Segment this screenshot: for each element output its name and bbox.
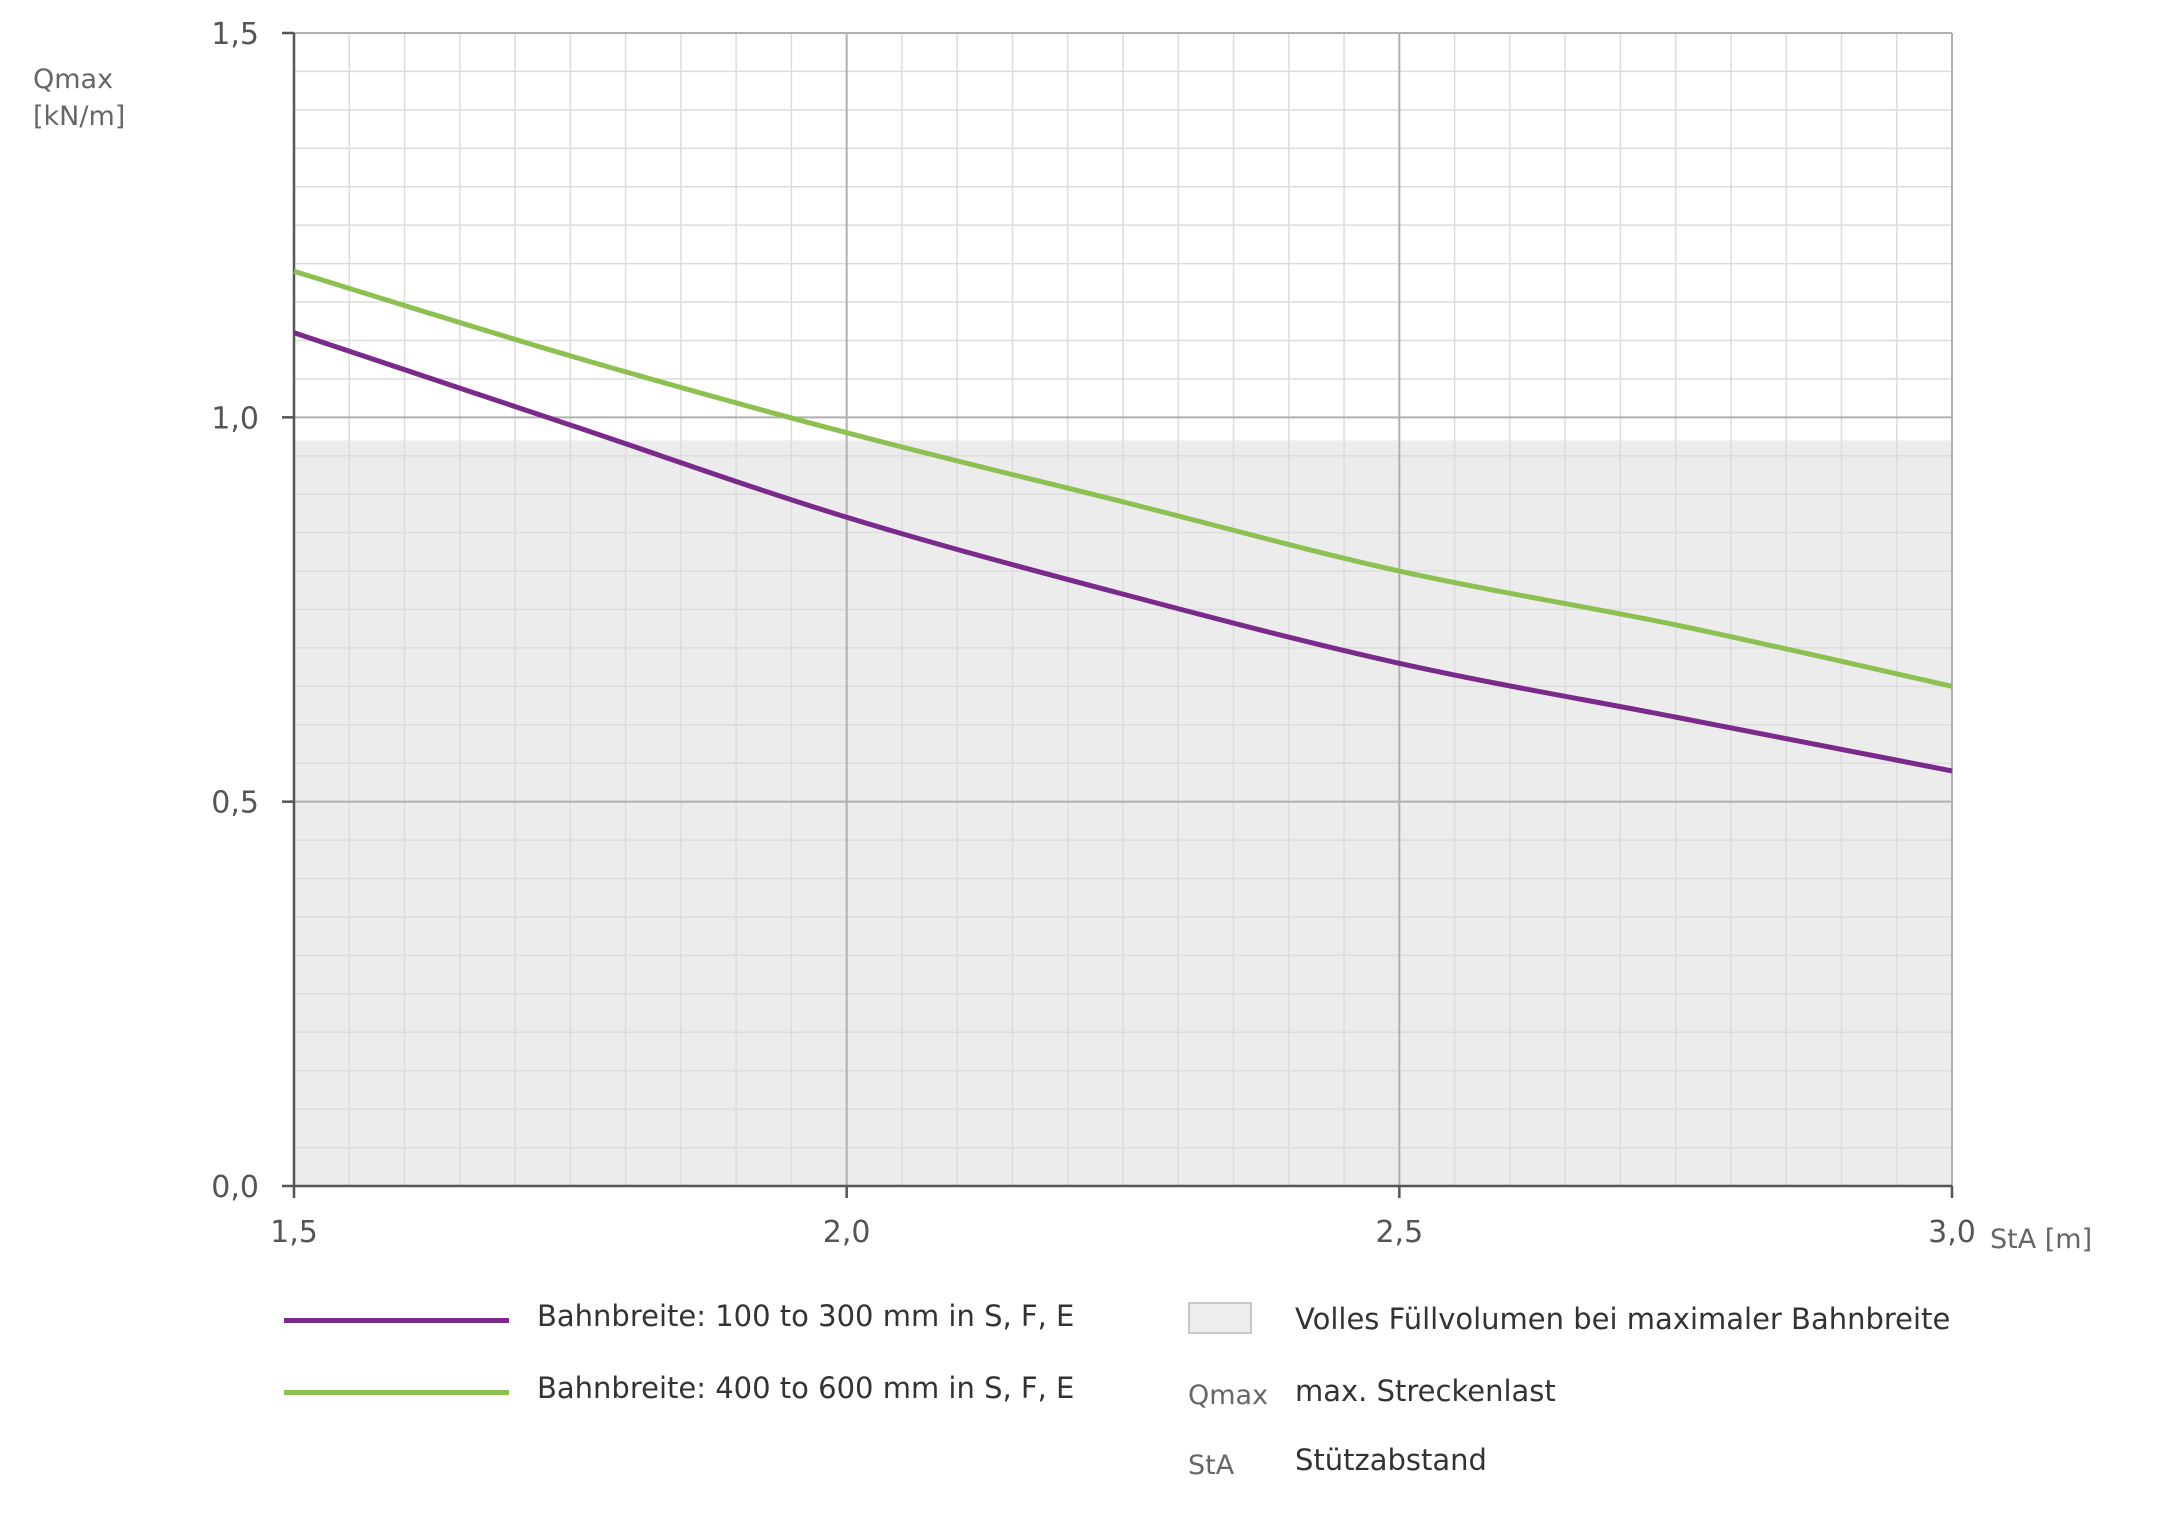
x-tick-label: 2,5 [1375, 1215, 1423, 1250]
y-tick-label: 1,0 [211, 401, 259, 436]
x-tick-label: 1,5 [270, 1215, 318, 1250]
legend-def-qmax: max. Streckenlast [1295, 1374, 1556, 1408]
legend-swatch-series-2 [284, 1390, 509, 1395]
legend-def-sta: Stützabstand [1295, 1443, 1487, 1477]
legend-swatch-series-1 [284, 1318, 509, 1323]
x-tick-label: 2,0 [823, 1215, 871, 1250]
y-tick-label: 1,5 [211, 17, 259, 52]
y-axis-title-line1: Qmax [33, 64, 113, 95]
legend-label-series-1: Bahnbreite: 100 to 300 mm in S, F, E [537, 1299, 1075, 1333]
legend-swatch-shaded-region [1188, 1302, 1252, 1334]
series-line-2 [293, 268, 1953, 689]
legend-label-shaded-region: Volles Füllvolumen bei maximaler Bahnbre… [1295, 1302, 1951, 1336]
x-tick-label: 3,0 [1928, 1215, 1976, 1250]
legend-abbr-sta: StA [1188, 1450, 1235, 1481]
series-line-1 [293, 330, 1953, 774]
y-tick-label: 0,0 [211, 1170, 259, 1205]
legend-label-series-2: Bahnbreite: 400 to 600 mm in S, F, E [537, 1371, 1075, 1405]
y-tick-label: 0,5 [211, 786, 259, 821]
y-axis-title-line2: [kN/m] [33, 101, 125, 132]
legend-abbr-qmax: Qmax [1188, 1380, 1269, 1411]
x-axis-title: StA [m] [1990, 1224, 2092, 1255]
